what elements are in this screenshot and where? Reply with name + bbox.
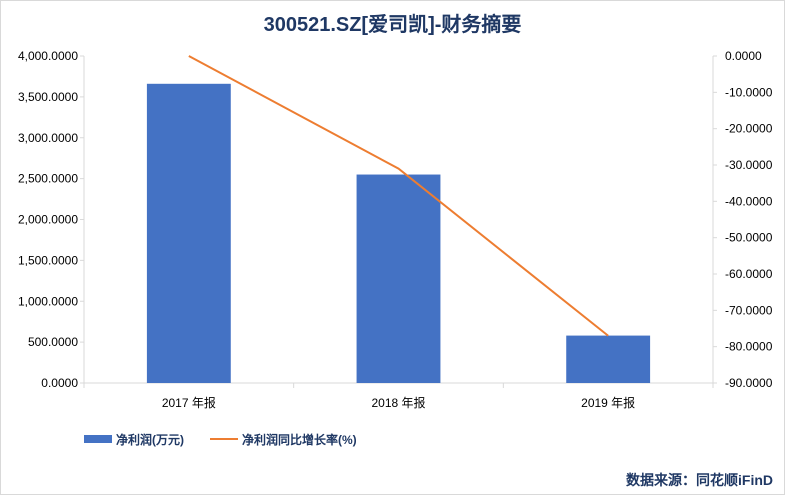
bar-net-profit	[146, 83, 231, 384]
legend-swatch-bar	[84, 435, 112, 443]
right-tick-label: -10.0000	[725, 85, 773, 99]
bar-net-profit	[356, 174, 441, 383]
left-tick-label: 1,500.0000	[18, 253, 78, 267]
right-tick-label: -20.0000	[725, 122, 773, 136]
left-tick-label: 500.0000	[28, 335, 78, 349]
left-tick-label: 1,000.0000	[18, 294, 78, 308]
left-tick-label: 3,500.0000	[18, 90, 78, 104]
x-tick-label: 2019 年报	[581, 395, 635, 410]
right-tick-label: -40.0000	[725, 194, 773, 208]
legend-item-net-profit: 净利润(万元)	[84, 431, 184, 448]
left-tick-label: 2,500.0000	[18, 172, 78, 186]
legend-label-growth-rate: 净利润同比增长率(%)	[242, 432, 357, 447]
data-source-note: 数据来源：同花顺iFinD	[626, 472, 773, 488]
right-tick-label: -50.0000	[725, 231, 773, 245]
x-tick-label: 2018 年报	[371, 395, 425, 410]
legend-swatch-line	[210, 438, 238, 440]
legend-label-net-profit: 净利润(万元)	[116, 432, 184, 447]
chart-title: 300521.SZ[爱司凯]-财务摘要	[263, 14, 522, 36]
left-tick-label: 2,000.0000	[18, 213, 78, 227]
left-tick-label: 3,000.0000	[18, 131, 78, 145]
right-tick-label: -60.0000	[725, 267, 773, 281]
x-tick-label: 2017 年报	[162, 395, 216, 410]
right-tick-label: -80.0000	[725, 340, 773, 354]
right-tick-label: -90.0000	[725, 376, 773, 390]
legend-item-growth-rate: 净利润同比增长率(%)	[210, 431, 357, 448]
bar-net-profit	[566, 335, 651, 383]
right-tick-label: 0.0000	[725, 49, 762, 63]
left-tick-label: 0.0000	[41, 376, 78, 390]
right-tick-label: -30.0000	[725, 158, 773, 172]
left-tick-label: 4,000.0000	[18, 49, 78, 63]
chart-legend: 净利润(万元) 净利润同比增长率(%)	[84, 431, 383, 447]
right-tick-label: -70.0000	[725, 303, 773, 317]
